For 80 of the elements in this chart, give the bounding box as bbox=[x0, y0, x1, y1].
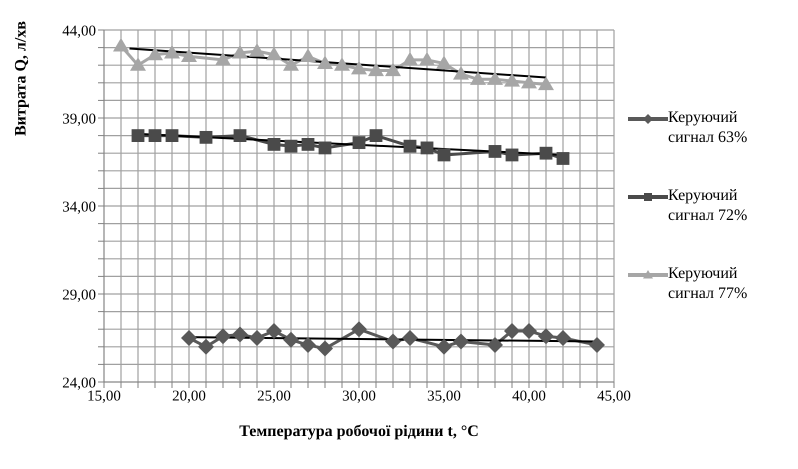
point bbox=[215, 328, 231, 344]
point bbox=[504, 73, 520, 87]
point bbox=[402, 52, 418, 66]
legend-label: Керуючий сигнал 72% bbox=[668, 186, 748, 226]
point bbox=[385, 62, 401, 76]
point bbox=[556, 152, 570, 165]
legend-label: Керуючий сигнал 77% bbox=[668, 264, 748, 304]
point bbox=[368, 62, 384, 76]
point bbox=[148, 129, 162, 142]
x-tick-label: 20,00 bbox=[172, 388, 206, 405]
point bbox=[506, 148, 518, 162]
point bbox=[317, 55, 333, 70]
point bbox=[283, 57, 299, 71]
x-tick-label: 15,00 bbox=[87, 388, 121, 405]
x-tick-label: 45,00 bbox=[597, 388, 631, 405]
point bbox=[453, 66, 469, 80]
point bbox=[589, 337, 605, 354]
point bbox=[436, 55, 452, 70]
point bbox=[283, 332, 299, 348]
point bbox=[402, 330, 418, 346]
point bbox=[232, 326, 248, 342]
y-axis-title: Витрата Q, л/хв bbox=[12, 20, 30, 136]
point bbox=[147, 46, 163, 60]
point bbox=[487, 337, 503, 354]
point bbox=[352, 136, 366, 150]
point bbox=[436, 338, 452, 355]
point bbox=[538, 76, 554, 90]
point bbox=[555, 330, 571, 346]
x-tick-label: 40,00 bbox=[512, 388, 546, 405]
point bbox=[538, 328, 554, 344]
point bbox=[351, 321, 367, 338]
point bbox=[488, 145, 502, 158]
point bbox=[370, 129, 382, 142]
point bbox=[164, 44, 180, 58]
y-tick-label: 24,00 bbox=[62, 375, 96, 392]
point bbox=[420, 142, 434, 154]
y-tick-label: 44,00 bbox=[62, 23, 96, 40]
x-tick-label: 30,00 bbox=[342, 388, 376, 405]
point bbox=[249, 43, 265, 57]
point bbox=[198, 338, 214, 355]
point bbox=[300, 337, 316, 354]
point bbox=[404, 140, 416, 153]
point bbox=[351, 60, 367, 74]
point bbox=[521, 74, 537, 88]
point bbox=[419, 52, 435, 66]
point bbox=[385, 334, 401, 350]
point bbox=[470, 71, 486, 85]
point bbox=[181, 48, 197, 62]
point bbox=[318, 142, 332, 154]
point bbox=[300, 48, 316, 62]
point bbox=[232, 44, 248, 58]
point bbox=[334, 57, 350, 71]
point bbox=[487, 71, 503, 85]
point bbox=[317, 340, 333, 357]
point bbox=[166, 129, 178, 142]
point bbox=[453, 334, 469, 350]
point bbox=[521, 322, 537, 339]
x-tick-label: 35,00 bbox=[427, 388, 461, 405]
point bbox=[504, 322, 520, 339]
y-tick-label: 29,00 bbox=[62, 287, 96, 304]
point bbox=[200, 130, 212, 144]
point bbox=[181, 330, 197, 346]
point bbox=[113, 38, 129, 52]
point bbox=[249, 330, 265, 346]
point bbox=[215, 52, 231, 66]
y-tick-label: 39,00 bbox=[62, 111, 96, 128]
y-tick-label: 34,00 bbox=[62, 199, 96, 216]
point bbox=[302, 138, 314, 151]
point bbox=[268, 138, 280, 151]
point bbox=[284, 140, 298, 153]
point bbox=[266, 46, 282, 60]
x-axis-title: Температура робочої рідини t, °C bbox=[239, 423, 479, 440]
point bbox=[234, 129, 246, 142]
point bbox=[130, 57, 146, 71]
point bbox=[540, 146, 552, 160]
point bbox=[132, 129, 144, 142]
point bbox=[266, 322, 282, 339]
legend-label: Керуючий сигнал 63% bbox=[668, 108, 748, 148]
x-tick-label: 25,00 bbox=[257, 388, 291, 405]
point bbox=[438, 148, 450, 162]
